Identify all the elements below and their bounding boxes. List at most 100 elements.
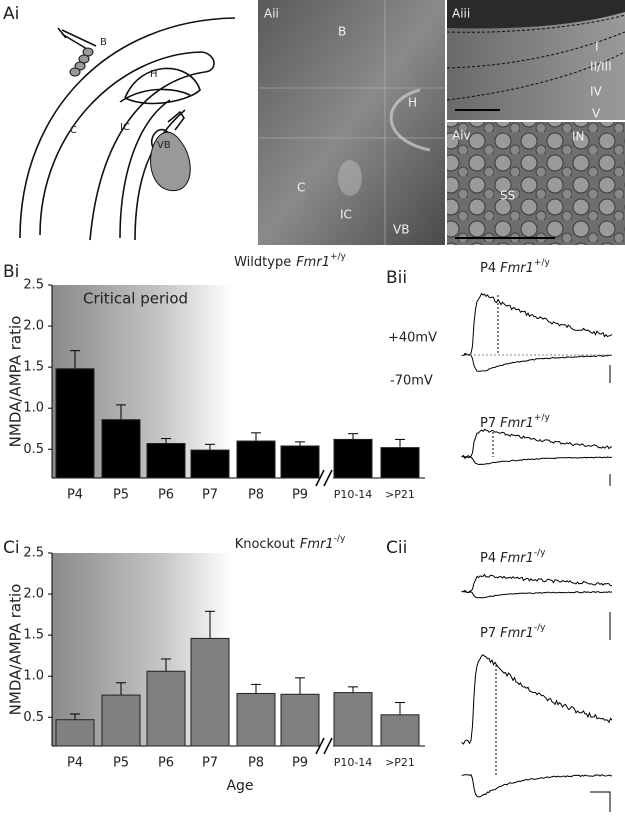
barrel-cortex [69,47,94,77]
layer-boundaries [446,14,625,101]
x-tick-label: P8 [248,756,264,771]
bar [280,445,320,479]
bar [236,440,276,479]
micrograph [447,122,625,245]
chart-title: Wildtype Fmr1+/y [234,252,346,270]
bar [101,694,141,747]
x-tick-label: P10-14 [334,756,373,769]
axis-break [315,737,333,755]
region-label: VB [157,140,171,151]
annotation: Critical period [83,290,188,308]
x-tick-label: P5 [113,488,129,503]
bar [55,368,95,479]
trace-age: P4 [480,261,496,276]
title-text: Wildtype [234,255,291,270]
bar [236,692,276,747]
y-tick-label: 1.0 [23,669,44,684]
bar [333,438,373,479]
y-tick-label: 2.0 [23,319,44,334]
trace [461,292,613,356]
trace [461,353,613,372]
trace-genotype: +/y [534,413,551,423]
trace-gene: Fmr1 [500,551,534,566]
bar [101,419,141,479]
trace-label: P7 Fmr1-/y [480,623,546,641]
y-tick-label: 1.5 [23,360,44,375]
bar [146,670,186,747]
y-axis-label: NMDA/AMPA ratio [7,584,25,716]
x-tick-label: P6 [158,756,174,771]
region-label: H [408,96,417,110]
x-tick-label: P4 [67,756,83,771]
trace [461,590,613,599]
panel-label: Ai [3,4,19,24]
region-label: B [338,25,346,39]
tile-seams [258,0,445,245]
title-genotype: +/y [330,252,347,262]
bar [333,692,373,747]
x-tick-label: P10-14 [334,488,373,501]
bar [55,719,95,747]
panel-label: Ci [3,538,20,558]
bar [146,443,186,479]
ic-shape [338,160,362,196]
trace-age: P4 [480,551,496,566]
y-tick-label: 0.5 [23,442,44,457]
region-label: IC [120,122,130,133]
trace [461,654,613,745]
panel-label: Bi [3,262,19,282]
chart-title: Knockout Fmr1-/y [235,534,346,552]
holding-label: -70mV [390,374,433,389]
scale-bar [590,791,611,812]
x-tick-label: >P21 [385,488,415,501]
bar [190,637,230,747]
bar [380,714,420,747]
trace-label: P4 Fmr1-/y [480,548,546,566]
region-label: VB [393,223,409,237]
trace-genotype: +/y [534,258,551,268]
holding-label: +40mV [388,331,437,346]
hippocampus-shape [389,88,431,152]
vb-region [150,131,191,192]
title-genotype: -/y [334,534,346,544]
bar [190,449,230,479]
panel-label: Bii [386,268,407,288]
schematic [19,17,236,241]
axis-break [315,469,333,487]
trace [461,573,613,594]
y-axis-label: NMDA/AMPA ratio [7,316,25,448]
region-label: H [150,69,158,80]
region-label: C [70,125,77,136]
x-tick-label: P7 [202,488,218,503]
trace-age: P7 [480,626,496,641]
x-tick-label: P9 [292,488,308,503]
region-label: IC [340,208,352,222]
x-axis-label: Age [226,778,253,794]
x-tick-label: P6 [158,488,174,503]
x-tick-label: >P21 [385,756,415,769]
region-label: C [297,181,305,195]
title-text: Knockout [235,537,295,552]
bar [380,447,420,479]
cell-label: SS [500,189,515,203]
x-tick-label: P9 [292,756,308,771]
y-tick-label: 2.5 [23,278,44,293]
title-gene: Fmr1 [296,255,330,270]
layer-label: V [592,107,601,121]
y-tick-label: 2.0 [23,587,44,602]
micrograph [258,0,445,245]
trace-gene: Fmr1 [500,626,534,641]
panel-label: Aiv [452,129,471,143]
trace-gene: Fmr1 [500,416,534,431]
layer-label: I [595,40,599,54]
y-tick-label: 1.5 [23,628,44,643]
x-tick-label: P5 [113,756,129,771]
trace-genotype: -/y [534,623,546,633]
x-tick-label: P4 [67,488,83,503]
trace-label: P4 Fmr1+/y [480,258,550,276]
y-tick-label: 1.0 [23,401,44,416]
bar [280,693,320,747]
y-tick-label: 0.5 [23,710,44,725]
region-label: B [100,37,107,48]
